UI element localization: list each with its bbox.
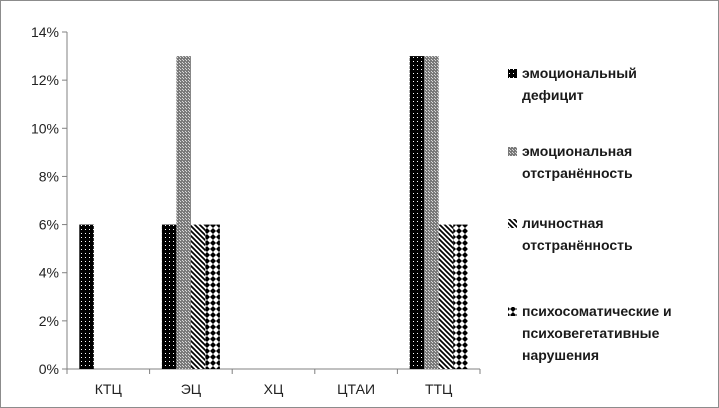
legend-label: дефицит: [522, 87, 584, 103]
bar: [409, 56, 425, 369]
legend-label: психовегетативные: [522, 325, 660, 341]
y-tick-label: 2%: [39, 313, 59, 329]
bar: [438, 224, 454, 369]
legend-label: эмоциональный: [522, 65, 637, 81]
legend-swatch: [508, 69, 517, 78]
x-tick-label: ЭЦ: [181, 381, 202, 397]
x-tick-label: ХЦ: [264, 381, 284, 397]
bar: [190, 224, 206, 369]
legend-swatch: [508, 219, 517, 228]
legend-label: личностная: [522, 215, 604, 231]
x-tick-label: ЦТАИ: [337, 381, 375, 397]
legend-swatch: [508, 307, 517, 316]
bar: [161, 224, 177, 369]
bar: [424, 56, 439, 369]
y-tick-label: 14%: [31, 24, 59, 40]
bar: [205, 224, 220, 369]
y-tick-label: 10%: [31, 120, 59, 136]
y-tick-label: 6%: [39, 217, 59, 233]
bar: [79, 224, 94, 369]
y-tick-label: 0%: [39, 361, 59, 377]
y-tick-label: 12%: [31, 72, 59, 88]
y-tick-label: 4%: [39, 265, 59, 281]
legend-label: психосоматические и: [522, 303, 672, 319]
x-tick-label: ТТЦ: [425, 381, 453, 397]
legend-label: эмоциональная: [522, 143, 632, 159]
legend-label: нарушения: [522, 347, 599, 363]
legend-swatch: [508, 147, 517, 156]
legend-label: отстранённость: [522, 237, 633, 253]
x-tick-label: КТЦ: [95, 381, 123, 397]
bar: [176, 56, 191, 369]
y-tick-label: 8%: [39, 168, 59, 184]
bar: [453, 224, 468, 369]
legend-label: отстранённость: [522, 165, 633, 181]
